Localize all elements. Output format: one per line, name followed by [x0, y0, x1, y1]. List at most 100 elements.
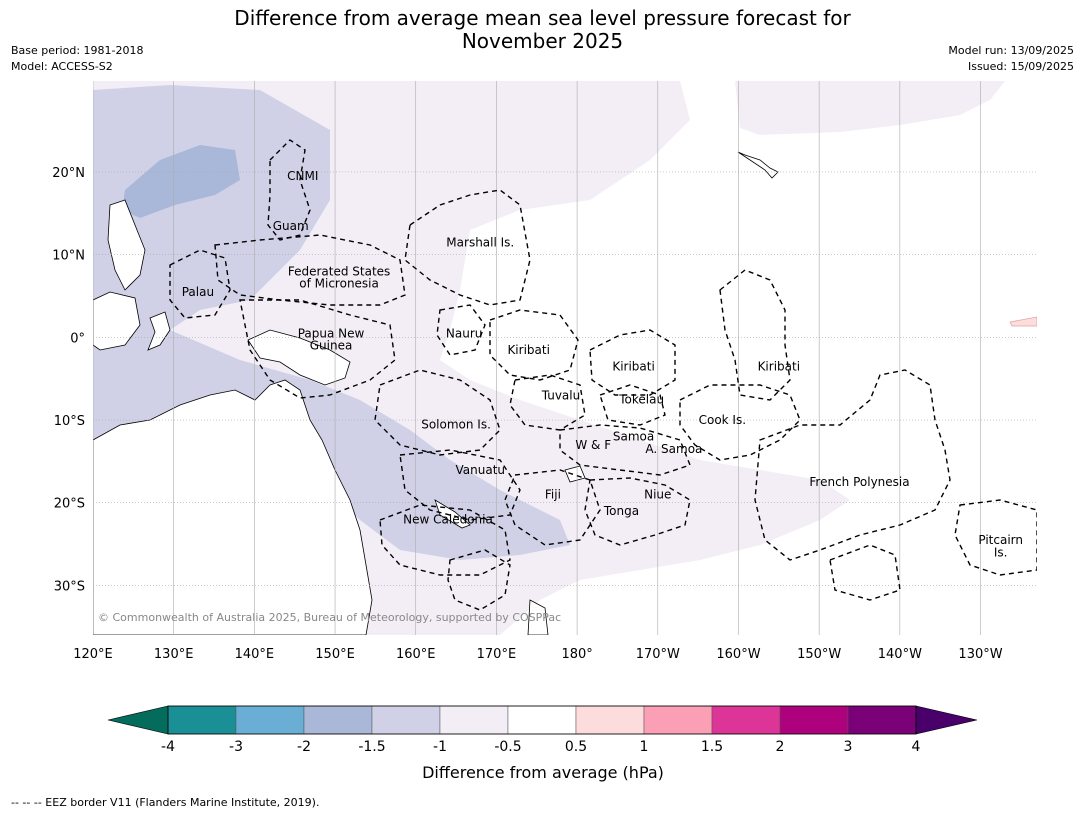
- copyright-notice: © Commonwealth of Australia 2025, Bureau…: [98, 611, 561, 624]
- eez-tonga-niue: [584, 477, 691, 546]
- region-label: W & F: [575, 438, 611, 452]
- eez-pitcairn: [954, 499, 1037, 576]
- region-label: Guam: [273, 219, 309, 233]
- region-label: Guinea: [310, 339, 353, 353]
- eez-cnmi-guam: [267, 139, 311, 241]
- eez-cook: [679, 384, 801, 461]
- eez-tokelau: [599, 384, 666, 426]
- colorbar-segment: [507, 705, 577, 735]
- colorbar: -4 -3 -2 -1.5 -1 -0.5 0.5 1 1.5 2 3 4: [107, 705, 978, 755]
- meta-left: Base period: 1981-2018 Model: ACCESS-S2: [11, 43, 143, 75]
- eez-new-caledonia: [379, 504, 511, 576]
- latitude-tick-label: 30°S: [54, 579, 85, 594]
- latitude-tick-label: 10°N: [52, 249, 85, 264]
- base-period: Base period: 1981-2018: [11, 44, 144, 57]
- latitude-tick-label: 20°S: [54, 497, 85, 512]
- eez-norfolk: [447, 549, 511, 611]
- region-label: Papua New: [298, 326, 365, 340]
- map-title: Difference from average mean sea level p…: [0, 7, 1085, 53]
- sulawesi: [147, 311, 171, 351]
- fiji-islands: [564, 465, 586, 483]
- longitude-tick-label: 160°E: [396, 647, 436, 662]
- region-label: Niue: [644, 488, 671, 502]
- region-label: of Micronesia: [299, 277, 379, 291]
- latitude-tick-label: 0°: [70, 331, 85, 346]
- eez-kiribati-west: [489, 309, 579, 381]
- colorbar-segment: [439, 705, 509, 735]
- eez-marshall: [404, 189, 531, 306]
- landmasses: [93, 151, 779, 635]
- region-label: Kiribati: [612, 359, 654, 373]
- latitude-labels: 20°N 10°N 0° 10°S 20°S 30°S: [52, 166, 85, 594]
- region-label: Federated States: [288, 264, 390, 278]
- eez-footnote: -- -- -- EEZ border V11 (Flanders Marine…: [11, 796, 320, 809]
- region-label: Palau: [182, 285, 214, 299]
- eez-palau: [169, 249, 231, 319]
- colorbar-segment: [643, 705, 713, 735]
- colorbar-segment: [779, 705, 849, 735]
- colorbar-tick-label: 1: [640, 739, 649, 755]
- eez-south-chain: [829, 544, 901, 601]
- longitude-tick-label: 170°W: [636, 647, 680, 662]
- longitude-tick-label: 150°E: [315, 647, 355, 662]
- eez-tuvalu: [509, 374, 586, 431]
- colorbar-segment: [847, 705, 917, 735]
- region-label: Nauru: [446, 326, 482, 340]
- region-label: Solomon Is.: [421, 417, 491, 431]
- colorbar-label: Difference from average (hPa): [422, 763, 664, 782]
- colorbar-segment: [371, 705, 441, 735]
- eez-wallis-samoa: [559, 424, 691, 476]
- colorbar-extend-high: [915, 705, 978, 735]
- new-zealand: [527, 599, 549, 635]
- eez-borders: [169, 139, 1037, 611]
- longitude-tick-label: 160°W: [716, 647, 760, 662]
- eez-fsm: [214, 234, 406, 306]
- eez-nauru: [436, 304, 486, 356]
- latitude-tick-label: 10°S: [54, 414, 85, 429]
- region-label: A. Samoa: [645, 442, 702, 456]
- anomaly-core: [122, 145, 240, 218]
- region-label: Kiribati: [507, 343, 549, 357]
- colorbar-tick-label: 1.5: [701, 739, 723, 755]
- hawaii: [737, 151, 779, 179]
- colorbar-tick-label: 4: [912, 739, 921, 755]
- region-label: Tonga: [603, 504, 639, 518]
- colorbar-segment: [303, 705, 373, 735]
- region-label: Kiribati: [758, 359, 800, 373]
- eez-kiribati-east: [719, 269, 791, 401]
- colorbar-segment: [167, 705, 237, 735]
- region-label: CNMI: [287, 169, 318, 183]
- philippines: [107, 199, 146, 291]
- region-label: Tokelau: [618, 392, 664, 406]
- region-label: New Caledonia: [403, 512, 493, 526]
- longitude-tick-label: 180°: [561, 647, 592, 662]
- issued-date: Issued: 15/09/2025: [967, 60, 1074, 73]
- model-name: Model: ACCESS-S2: [11, 60, 113, 73]
- title-line-2: November 2025: [461, 29, 624, 53]
- meta-right: Model run: 13/09/2025 Issued: 15/09/2025: [948, 43, 1074, 75]
- latitude-tick-label: 20°N: [52, 166, 85, 181]
- colorbar-segment: [575, 705, 645, 735]
- colorbar-tick-label: -1.5: [358, 739, 385, 755]
- colorbar-tick-label: 0.5: [565, 739, 587, 755]
- longitude-tick-label: 140°E: [235, 647, 275, 662]
- anomaly-positive-east: [1009, 316, 1037, 327]
- region-label: Samoa: [613, 430, 654, 444]
- region-label: Cook Is.: [699, 413, 746, 427]
- model-run: Model run: 13/09/2025: [948, 44, 1074, 57]
- eez-png: [239, 299, 396, 399]
- colorbar-tick-label: 2: [776, 739, 785, 755]
- title-line-1: Difference from average mean sea level p…: [234, 6, 851, 30]
- region-label: Is.: [994, 545, 1008, 559]
- colorbar-tick-label: -3: [229, 739, 243, 755]
- borneo: [93, 291, 141, 351]
- colorbar-extend-low: [107, 705, 169, 735]
- eez-fiji: [504, 469, 601, 546]
- australia: [93, 379, 373, 635]
- new-guinea: [247, 329, 351, 386]
- eez-kiribati-central: [589, 329, 676, 396]
- region-label: Fiji: [545, 488, 561, 502]
- colorbar-tick-label: -4: [161, 739, 175, 755]
